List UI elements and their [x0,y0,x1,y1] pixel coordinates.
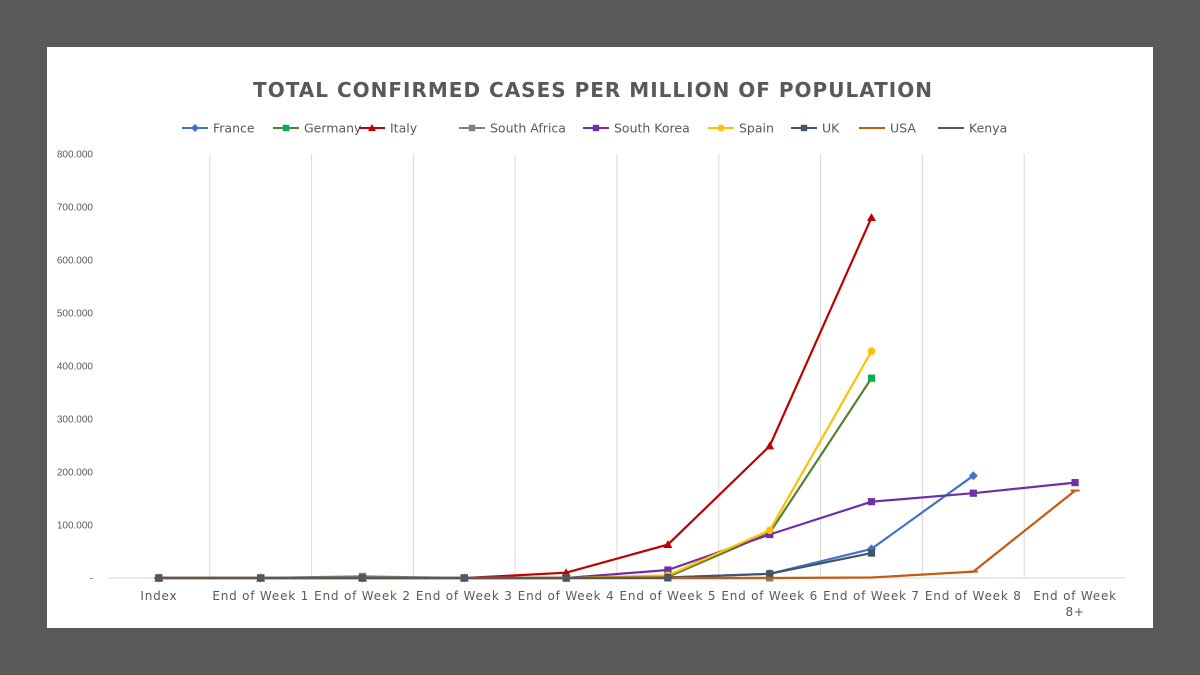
legend-marker [191,124,199,132]
data-point-germany [867,374,876,382]
x-tick-label: End of Week 7 [823,589,920,603]
legend-label: UK [822,121,840,136]
legend-label: USA [890,121,916,136]
x-tick-label: End of Week 1 [212,589,309,603]
chart-legend: France Germany Italy South Africa South Kore… [182,121,1007,136]
legend-item-italy: Italy [359,121,418,136]
data-point-uk [867,549,876,557]
legend-marker [368,124,376,131]
legend-item-france: France [182,121,255,136]
legend-label: France [213,121,255,136]
x-tick-label: End of Week 6 [721,589,818,603]
series-line-france [158,474,974,580]
legend-item-south-africa: South Africa [459,121,566,136]
y-tick-label: 600.000 [57,256,94,267]
legend-label: Spain [739,121,774,136]
x-tick-label: End of Week 5 [620,589,717,603]
data-point-italy [765,441,775,450]
y-tick-label: 500.000 [57,309,94,320]
data-point-south-korea [664,566,672,574]
data-point-spain [765,526,774,535]
line-chart: TOTAL CONFIRMED CASES PER MILLION OF POP… [57,78,1126,619]
series-layer [154,213,1080,583]
legend-marker [717,124,725,132]
y-tick-label: 300.000 [57,415,94,426]
x-axis: Index End of Week 1 End of Week 2 End of We… [140,589,1117,619]
legend-item-kenya: Kenya [938,121,1007,136]
legend-marker [468,124,476,132]
series-france [154,471,978,583]
data-point-south-korea [766,530,774,539]
legend-marker [282,124,290,132]
legend-item-germany: Germany [273,121,362,136]
y-tick-label: 200.000 [57,468,94,479]
data-point-italy [867,213,876,221]
legend-item-usa: USA [859,121,916,136]
x-tick-label: End of Week 2 [314,589,411,603]
chart-title: TOTAL CONFIRMED CASES PER MILLION OF POP… [253,78,933,102]
y-tick-label: 400.000 [57,362,94,373]
legend-label: Germany [304,121,362,136]
data-point-south-korea [867,498,876,506]
x-tick-label: End of Week 4 [518,589,615,603]
y-tick-label: - [90,574,93,585]
legend-item-south-korea: South Korea [583,121,690,136]
x-tick-label: End of Week 3 [416,589,513,603]
data-point-spain [867,347,876,355]
legend-item-spain: Spain [708,121,774,136]
x-tick-label: Index [140,589,177,603]
y-axis: - 100.000 200.000 300.000 400.000 500.000 600.… [57,150,94,585]
legend-marker [800,124,808,132]
legend-item-uk: UK [791,121,840,136]
data-point-france [968,471,978,481]
y-tick-label: 800.000 [57,150,94,161]
data-point-south-korea [969,489,977,497]
chart-panel: TOTAL CONFIRMED CASES PER MILLION OF POP… [47,47,1153,628]
y-tick-label: 100.000 [57,521,94,532]
legend-label: South Korea [614,121,690,136]
legend-label: South Africa [490,121,566,136]
x-tick-label: End of Week 8+ [1033,589,1117,619]
legend-label: Kenya [969,121,1007,136]
data-point-uk [766,570,774,578]
legend-label: Italy [390,121,418,136]
y-tick-label: 700.000 [57,203,94,214]
data-point-south-korea [1071,479,1079,487]
data-point-italy [561,568,571,577]
x-tick-label: End of Week 8 [925,589,1022,603]
legend-marker [592,124,600,132]
grid-lines [108,154,1126,579]
data-point-italy [663,540,673,548]
